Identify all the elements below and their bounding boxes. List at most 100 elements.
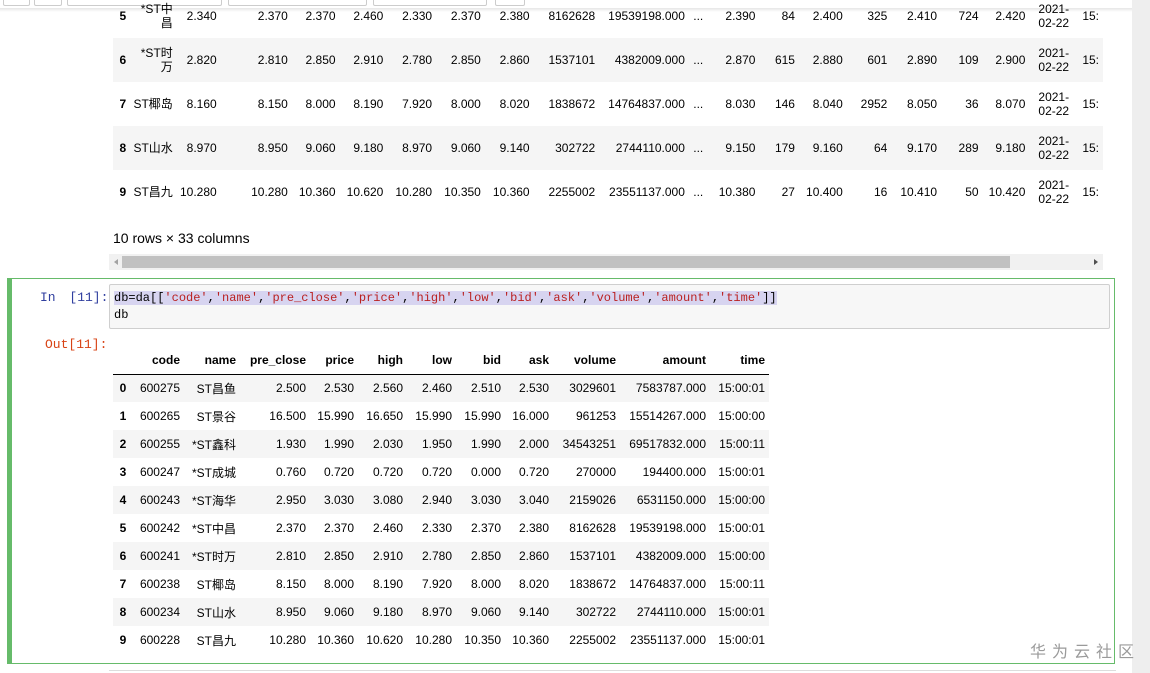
scroll-left-arrow[interactable] [111,254,121,270]
table-cell: 2.500 [275,381,306,396]
dataframe-table: code name pre_close price high low bid ask volum… [113,347,769,654]
table-cell: 600242 [139,521,180,535]
toolbar-button[interactable] [3,0,30,6]
code-token: 'volume' [589,291,647,305]
table-cell: 10.420 [988,185,1026,199]
table-cell: 600265 [139,409,180,423]
code-token: 'bid' [502,291,539,305]
table-cell: 1.930 [275,437,306,451]
table-row: 3 600247 *ST成城 0.760 0.720 0.720 0.720 0.000 0.7… [113,458,769,486]
table-cell: 2.370 [470,521,501,535]
table-cell: 9.180 [995,141,1026,155]
table-cell: 2.890 [907,53,938,67]
dataframe-table: 5 *ST中昌 2.340 2.370 2.370 2.460 2.330 2.370 2.38… [113,0,1103,214]
table-cell: 1537101 [548,53,596,67]
table-cell: ST椰岛 [133,97,173,111]
table-cell: 600243 [139,493,180,507]
table-cell: 10.360 [298,185,336,199]
table-cell: 23551137.000 [630,633,706,647]
table-row: 9 ST昌九 10.280 10.280 10.360 10.620 10.280 10.35… [113,170,1103,214]
table-cell: 2.380 [499,9,530,23]
table-cell: 2.850 [450,53,481,67]
selected-cell-bar [7,278,12,664]
table-cell: 10.350 [464,633,501,647]
scroll-gutter [1132,0,1150,673]
table-cell: 10.620 [366,633,403,647]
table-cell: 302722 [555,141,596,155]
table-cell: 3.030 [470,493,501,507]
row-index: 4 [119,493,127,507]
table-cell: 9.060 [305,141,336,155]
table-cell: 8.020 [518,577,549,591]
table-cell: *ST中昌 [191,521,236,536]
table-cell: ... [693,53,704,67]
table-cell: 15:00:11 [719,577,765,591]
table-cell: 1838672 [548,97,596,111]
toolbar-button[interactable] [495,0,525,6]
table-cell: 0.720 [518,465,549,479]
code-token: 'code' [164,291,208,305]
code-token: , [258,291,266,305]
toolbar-button[interactable] [34,0,62,6]
toolbar-button-group[interactable] [228,0,367,6]
table-row: 5 *ST中昌 2.340 2.370 2.370 2.460 2.330 2.370 2.38… [113,0,1103,38]
code-token: , [452,291,460,305]
table-cell: ST昌九 [196,633,236,648]
table-cell: 3029601 [569,381,616,396]
table-cell: 9.180 [372,605,403,619]
previous-output: 5 *ST中昌 2.340 2.370 2.370 2.460 2.330 2.370 2.38… [113,0,1103,220]
table-cell: 15.990 [464,409,501,423]
table-cell: 2.370 [275,521,306,535]
table-cell: 15:00:00 [718,409,765,423]
table-cell: 19539198.000 [629,521,706,535]
horizontal-scrollbar[interactable] [109,254,1103,270]
table-cell: 14764837.000 [629,577,706,591]
table-row: 6 *ST时万 2.820 2.810 2.850 2.910 2.780 2.850 2.86… [113,38,1103,82]
table-cell: 10.360 [492,185,530,199]
table-cell: 9.060 [470,605,501,619]
table-cell: 64 [873,141,888,155]
table-row: 2 600255 *ST鑫科 1.930 1.990 2.030 1.950 1.990 2.0… [113,430,769,458]
table-row: 0 600275 ST昌鱼 2.500 2.530 2.560 2.460 2.510 2.53… [113,374,769,402]
table-cell: 2.530 [323,381,354,396]
watermark: 华为云社区 [1030,644,1141,661]
table-cell: 15:00:01 [718,381,765,396]
code-token: 'high' [409,291,453,305]
table-cell: 9.060 [450,141,481,155]
table-cell: 7583787.000 [635,381,706,396]
code-token: db=da[[ [114,291,165,305]
header-shadow [0,8,1132,12]
table-cell: 10.280 [251,185,288,199]
table-cell: 15: [1082,97,1099,111]
table-cell: 2.820 [186,53,217,67]
cell-type-select[interactable] [373,0,487,6]
scroll-right-arrow[interactable] [1091,254,1101,270]
table-cell: 724 [958,9,979,23]
table-cell: ST椰岛 [196,577,236,592]
table-cell: 2.910 [353,53,384,67]
table-cell: 19539198.000 [608,9,685,23]
table-cell: 2.330 [402,9,433,23]
column-header: code [151,353,180,368]
table-cell: 34543251 [562,437,616,451]
row-index: 3 [119,465,127,479]
table-row: 5 600242 *ST中昌 2.370 2.370 2.460 2.330 2.370 2.3… [113,514,769,542]
table-cell: 2021-02-22 [1038,178,1070,206]
table-cell: 2.850 [323,549,354,563]
table-cell: *ST中昌 [140,2,173,30]
scroll-thumb[interactable] [122,256,1010,268]
table-cell: 15:00:01 [718,605,765,619]
table-cell: 15:00:00 [718,493,765,507]
table-cell: 27 [781,185,795,199]
table-cell: *ST鑫科 [191,437,236,452]
toolbar-button-group[interactable] [67,0,222,6]
notebook-cell[interactable]: In [11]: db=da[['code','name','pre_close… [7,278,1115,664]
table-cell: 2255002 [569,633,616,647]
code-token: , [207,291,215,305]
table-cell: 600275 [139,381,180,396]
table-cell: 2.860 [499,53,530,67]
code-token: , [402,291,410,305]
table-cell: 23551137.000 [609,185,685,199]
code-input[interactable]: db=da[['code','name','pre_close','price'… [109,284,1110,329]
table-cell: 9.170 [907,141,938,155]
